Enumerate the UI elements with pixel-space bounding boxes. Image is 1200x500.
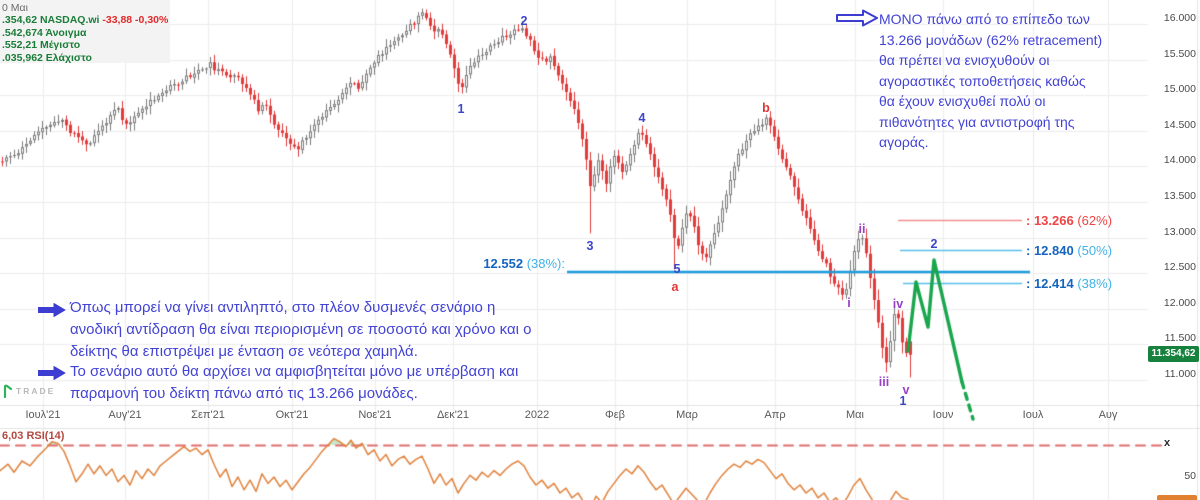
price-axis-label: 16.000 bbox=[1163, 12, 1196, 24]
wave-label-2: 2 bbox=[520, 14, 528, 28]
wave-label-4: 4 bbox=[638, 111, 646, 125]
time-axis-label: Ιουν bbox=[932, 409, 954, 421]
annotation-left-invalidation: Το σενάριο αυτό θα αρχίσει να αμφισβητεί… bbox=[70, 361, 518, 405]
legend-low: .035,962 Ελάχιστο bbox=[2, 51, 92, 64]
price-axis-label: 12.000 bbox=[1163, 296, 1196, 309]
wave-label-iii: iii bbox=[878, 375, 890, 389]
time-axis-label: Μαι bbox=[846, 409, 864, 421]
annotation-line: αγοραστικές τοποθετήσεις καθώς bbox=[879, 72, 1086, 89]
annotation-line: 13.266 μονάδων (62% retracement) bbox=[879, 31, 1103, 48]
block-arrow-icon bbox=[38, 303, 66, 317]
price-axis-label: 13.500 bbox=[1163, 190, 1196, 202]
wave-label-ii: ii bbox=[858, 222, 866, 236]
fib-label-50pct[interactable]: : 12.840 (50%) bbox=[1026, 243, 1113, 258]
wave-label-a: a bbox=[671, 280, 679, 294]
watermark-text: TRADE bbox=[16, 386, 56, 396]
wave-label-iv: iv bbox=[892, 297, 904, 311]
time-axis-label: Αυγ bbox=[1098, 409, 1118, 421]
time-axis-label: Ιουλ'21 bbox=[25, 409, 61, 421]
annotation-line: Το σενάριο αυτό θα αρχίσει να αμφισβητεί… bbox=[70, 363, 519, 380]
wave-label-1: 1 bbox=[457, 102, 465, 116]
annotation-line: ΜΟΝΟ πάνω από το επίπεδο των bbox=[879, 11, 1090, 27]
price-axis-label: 14.500 bbox=[1163, 118, 1196, 131]
block-arrow-icon bbox=[836, 9, 878, 27]
fib-label-38pct[interactable]: : 12.414 (38%) bbox=[1026, 276, 1113, 291]
time-axis-label: Φεβ bbox=[604, 409, 626, 421]
price-axis-label: 11.000 bbox=[1164, 368, 1196, 380]
annotation-line: πιθανότητες για αντιστροφή της bbox=[879, 113, 1075, 130]
legend-symbol-price: .354,62 NASDAQ.wi bbox=[2, 14, 100, 27]
time-axis-label: Αυγ'21 bbox=[108, 409, 142, 421]
time-axis-label: 2022 bbox=[524, 409, 550, 421]
legend-date: 0 Μαι bbox=[2, 2, 28, 14]
legend-high: .552,21 Μέγιστο bbox=[2, 39, 81, 52]
last-price-badge: 11.354,62 bbox=[1148, 346, 1199, 362]
rsi-axis-label-50: 50 bbox=[1184, 470, 1196, 482]
time-axis-label: Δεκ'21 bbox=[436, 409, 470, 421]
legend-open: .542,674 Άνοιγμα bbox=[2, 26, 87, 39]
annotation-line: θα έχουν ενισχυθεί πολύ οι bbox=[879, 93, 1046, 109]
price-axis-label: 11.500 bbox=[1164, 332, 1196, 345]
broker-logo-icon bbox=[3, 384, 13, 398]
annotation-line: θα πρέπει να ενισχυθούν οι bbox=[879, 52, 1050, 68]
wave-label-v: v bbox=[902, 383, 910, 397]
block-arrow-icon bbox=[38, 366, 66, 380]
annotation-left-scenario: Όπως μπορεί να γίνει αντιληπτό, στο πλέο… bbox=[70, 297, 532, 362]
time-axis-label: Μαρ bbox=[676, 409, 698, 421]
wave-label-5: 5 bbox=[673, 262, 681, 276]
legend-price-row: .354,62 NASDAQ.wi -33,88 -0,30% bbox=[2, 14, 170, 26]
rsi-value-badge bbox=[1157, 495, 1197, 500]
time-axis-label: Απρ bbox=[764, 409, 786, 421]
time-axis-label: Σεπ'21 bbox=[191, 409, 225, 421]
ohlc-legend-panel: 0 Μαι .354,62 NASDAQ.wi -33,88 -0,30% .5… bbox=[0, 0, 170, 64]
annotation-line: δείκτης θα επιστρέψει με ένταση σε νεότε… bbox=[70, 342, 418, 360]
price-axis-label: 13.000 bbox=[1163, 225, 1196, 238]
wave-label-b: b bbox=[762, 101, 770, 115]
annotation-line: ανοδική αντίδραση θα είναι περιορισμένη … bbox=[70, 320, 532, 338]
annotation-top-right: ΜΟΝΟ πάνω από το επίπεδο των 13.266 μονάδ… bbox=[879, 9, 1151, 153]
price-axis-label: 12.500 bbox=[1163, 261, 1196, 274]
fib-label-62pct[interactable]: : 13.266 (62%) bbox=[1026, 213, 1113, 228]
wave-label-3: 3 bbox=[586, 239, 594, 253]
fib-label-12552[interactable]: 12.552 (38%): bbox=[483, 256, 565, 271]
rsi-indicator-label: 6,03 RSI(14) bbox=[2, 430, 65, 442]
rsi-close-icon[interactable]: x bbox=[1164, 437, 1171, 449]
time-axis-label: Νοε'21 bbox=[358, 409, 392, 421]
annotation-line: Όπως μπορεί να γίνει αντιληπτό, στο πλέο… bbox=[70, 299, 496, 316]
price-axis-label: 15.500 bbox=[1163, 47, 1196, 60]
price-axis-label: 14.000 bbox=[1163, 154, 1196, 167]
wave-label-i: i bbox=[847, 296, 851, 310]
annotation-line: παραμονή του δείκτη πάνω από τις 13.266 … bbox=[70, 384, 418, 402]
legend-change: -33,88 -0,30% bbox=[99, 14, 169, 27]
annotation-line: αγοράς. bbox=[879, 134, 929, 150]
wave-label-1: 1 bbox=[899, 394, 907, 408]
time-axis-label: Οκτ'21 bbox=[275, 409, 309, 421]
wave-label-2: 2 bbox=[930, 237, 938, 251]
price-axis-label: 15.000 bbox=[1163, 83, 1196, 96]
watermark-logo: TRADE bbox=[3, 384, 55, 398]
time-axis-label: Ιουλ bbox=[1022, 409, 1044, 421]
